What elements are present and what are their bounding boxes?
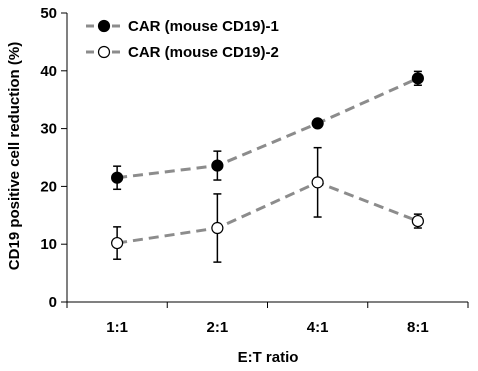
series-layer: [111, 70, 424, 263]
x-tick-label: 4:1: [307, 319, 329, 336]
data-point: [211, 221, 224, 235]
legend-label: CAR (mouse CD19)-2: [128, 44, 279, 61]
y-tick-label: 40: [40, 63, 57, 80]
data-point: [111, 236, 124, 250]
data-point: [311, 117, 324, 130]
x-tick-label: 1:1: [106, 319, 128, 336]
series-2: [111, 146, 424, 263]
data-point: [411, 72, 424, 85]
x-axis-ticks: 1:1 2:1 4:1 8:1: [66, 302, 469, 336]
legend: CAR (mouse CD19)-1 CAR (mouse CD19)-2: [86, 18, 279, 61]
legend-marker: [97, 19, 111, 33]
y-tick-label: 50: [40, 5, 57, 22]
data-point: [111, 171, 124, 184]
legend-marker: [97, 45, 111, 59]
y-tick-label: 20: [40, 178, 57, 195]
legend-label: CAR (mouse CD19)-1: [128, 18, 279, 35]
series-line: [116, 76, 419, 180]
y-axis-title: CD19 positive cell reduction (%): [6, 42, 23, 270]
data-point: [411, 214, 424, 228]
x-axis-title: E:T ratio: [238, 349, 299, 366]
legend-item-1: CAR (mouse CD19)-1: [86, 18, 279, 35]
data-point: [211, 159, 224, 172]
legend-item-2: CAR (mouse CD19)-2: [86, 44, 279, 61]
x-tick-label: 8:1: [407, 319, 429, 336]
data-point: [311, 176, 324, 189]
x-tick-label: 2:1: [207, 319, 229, 336]
y-tick-label: 10: [40, 236, 57, 253]
series-1: [111, 70, 424, 191]
series-line: [116, 180, 419, 245]
y-tick-label: 0: [49, 294, 57, 311]
y-tick-label: 30: [40, 121, 57, 138]
y-axis-ticks: 0 10 20 30 40 50: [40, 5, 67, 311]
